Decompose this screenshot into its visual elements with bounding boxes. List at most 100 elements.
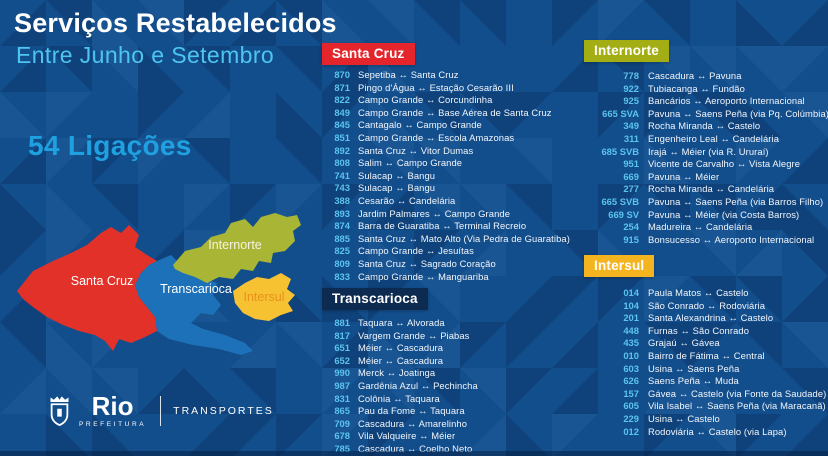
line-row: 665 SVA Pavuna ↔ Saens Peña (via Pq. Col… [584, 108, 828, 121]
line-row: 778 Cascadura ↔ Pavuna [584, 70, 828, 83]
line-row: 881 Taquara ↔ Alvorada [322, 317, 578, 330]
line-route: Vargem Grande ↔ Piabas [358, 329, 470, 341]
line-row: 388 Cesarão ↔ Candelária [322, 195, 578, 208]
line-route: Pavuna ↔ Saens Peña (via Pq. Colúmbia) [648, 107, 828, 119]
line-number: 254 [623, 221, 639, 233]
line-route: Campo Grande ↔ Base Aérea de Santa Cruz [358, 106, 552, 118]
line-route: Irajá ↔ Méier (via R. Ururaí) [648, 145, 769, 157]
map-region-transcarioca [135, 255, 253, 355]
line-number: 349 [623, 120, 639, 132]
line-route: Sepetiba ↔ Santa Cruz [358, 69, 459, 80]
line-number: 849 [334, 106, 350, 118]
line-row: 892 Santa Cruz ↔ Vitor Dumas [322, 145, 578, 158]
line-row: 831 Colônia ↔ Taquara [322, 393, 578, 406]
line-row: 874 Barra de Guaratiba ↔ Terminal Recrei… [322, 220, 578, 233]
line-route: Vicente de Carvalho ↔ Vista Alegre [648, 158, 801, 170]
line-number: 893 [334, 207, 350, 219]
line-row: 010 Bairro de Fátima ↔ Central [584, 350, 828, 363]
line-number: 229 [623, 412, 639, 424]
line-row: 822 Campo Grande ↔ Corcundinha [322, 94, 578, 107]
section-header-internorte: Internorte [584, 40, 670, 62]
line-number: 626 [623, 375, 639, 387]
line-number: 951 [623, 158, 639, 170]
line-number: 743 [334, 182, 350, 194]
line-route: Colônia ↔ Taquara [358, 392, 440, 404]
line-number: 104 [623, 299, 639, 311]
map-label-santa-cruz: Santa Cruz [71, 274, 134, 288]
line-route: Jardim Palmares ↔ Campo Grande [358, 207, 511, 219]
line-number: 845 [334, 119, 350, 131]
line-route: Usina ↔ Castelo [648, 412, 720, 424]
logo-divider [160, 395, 162, 426]
line-row: 229 Usina ↔ Castelo [584, 413, 828, 426]
line-row: 626 Saens Peña ↔ Muda [584, 375, 828, 388]
line-number: 925 [623, 95, 639, 107]
line-number: 987 [334, 379, 350, 391]
line-row: 678 Vila Valqueire ↔ Méier [322, 430, 578, 443]
line-route: Usina ↔ Saens Peña [648, 362, 740, 374]
line-number: 833 [334, 270, 350, 282]
line-route: Santa Cruz ↔ Vitor Dumas [358, 144, 474, 156]
line-number: 881 [334, 317, 350, 328]
line-row: 311 Engenheiro Leal ↔ Candelária [584, 133, 828, 146]
line-number: 825 [334, 245, 350, 257]
line-row: 809 Santa Cruz ↔ Sagrado Coração [322, 258, 578, 271]
line-route: Grajaú ↔ Gávea [648, 337, 720, 349]
line-number: 678 [334, 430, 350, 442]
line-route: Rocha Miranda ↔ Candelária [648, 183, 775, 195]
line-route: Pavuna ↔ Méier (via Costa Barros) [648, 208, 800, 220]
line-number: 665 SVA [602, 107, 639, 119]
line-route: Méier ↔ Cascadura [358, 342, 444, 354]
bottom-edge-strip [0, 451, 828, 456]
line-row: 849 Campo Grande ↔ Base Aérea de Santa C… [322, 107, 578, 120]
line-number: 831 [334, 392, 350, 404]
line-route: Engenheiro Leal ↔ Candelária [648, 132, 780, 144]
line-row: 915 Bonsucesso ↔ Aeroporto Internacional [584, 234, 828, 247]
line-row: 157 Gávea ↔ Castelo (via Fonte da Saudad… [584, 388, 828, 401]
line-row: 893 Jardim Palmares ↔ Campo Grande [322, 208, 578, 221]
line-list-internorte: 778 Cascadura ↔ Pavuna 922 Tubiacanga ↔ … [584, 70, 828, 246]
line-route: Madureira ↔ Candelária [648, 221, 753, 233]
line-row: 785 Cascadura ↔ Coelho Neto [322, 443, 578, 456]
line-route: Vila Valqueire ↔ Méier [358, 430, 456, 442]
line-row: 871 Pingo d'Água ↔ Estação Cesarão III [322, 82, 578, 95]
line-route: São Conrado ↔ Rodoviária [648, 299, 766, 311]
line-list-intersul: 014 Paula Matos ↔ Castelo 104 São Conrad… [584, 287, 828, 438]
line-row: 925 Bancários ↔ Aeroporto Internacional [584, 95, 828, 108]
line-route: Santa Cruz ↔ Sagrado Coração [358, 257, 496, 269]
line-row: 201 Santa Alexandrina ↔ Castelo [584, 312, 828, 325]
line-row: 870 Sepetiba ↔ Santa Cruz [322, 69, 578, 82]
line-number: 014 [623, 287, 639, 298]
line-number: 651 [334, 342, 350, 354]
rio-prefeitura-logo: Rio PREFEITURA TRANSPORTES [46, 393, 274, 428]
line-number: 010 [623, 349, 639, 361]
line-row: 349 Rocha Miranda ↔ Castelo [584, 120, 828, 133]
line-number: 885 [334, 232, 350, 244]
line-route: Gardênia Azul ↔ Pechincha [358, 379, 478, 391]
line-row: 741 Sulacap ↔ Bangu [322, 170, 578, 183]
line-row: 743 Sulacap ↔ Bangu [322, 182, 578, 195]
line-route: Saens Peña ↔ Muda [648, 375, 739, 387]
line-route: Cascadura ↔ Pavuna [648, 70, 742, 81]
line-route: Santa Alexandrina ↔ Castelo [648, 312, 774, 324]
line-number: 785 [334, 442, 350, 454]
line-number: 851 [334, 131, 350, 143]
line-row: 104 São Conrado ↔ Rodoviária [584, 300, 828, 313]
line-route: Salim ↔ Campo Grande [358, 157, 463, 169]
line-number: 741 [334, 169, 350, 181]
line-number: 990 [334, 367, 350, 379]
line-number: 277 [623, 183, 639, 195]
line-route: Sulacap ↔ Bangu [358, 182, 436, 194]
brand-block: Rio PREFEITURA [79, 393, 146, 428]
line-row: 685 SVB Irajá ↔ Méier (via R. Ururaí) [584, 146, 828, 159]
line-route: Bancários ↔ Aeroporto Internacional [648, 95, 805, 107]
line-row: 845 Cantagalo ↔ Campo Grande [322, 119, 578, 132]
section-header-santa-cruz: Santa Cruz [322, 43, 415, 65]
line-row: 603 Usina ↔ Saens Peña [584, 363, 828, 376]
line-route: Pau da Fome ↔ Taquara [358, 405, 465, 417]
line-number: 778 [623, 70, 639, 81]
line-row: 709 Cascadura ↔ Amarelinho [322, 418, 578, 431]
line-number: 665 SVB [601, 195, 639, 207]
line-row: 014 Paula Matos ↔ Castelo [584, 287, 828, 300]
line-route: Cantagalo ↔ Campo Grande [358, 119, 482, 131]
